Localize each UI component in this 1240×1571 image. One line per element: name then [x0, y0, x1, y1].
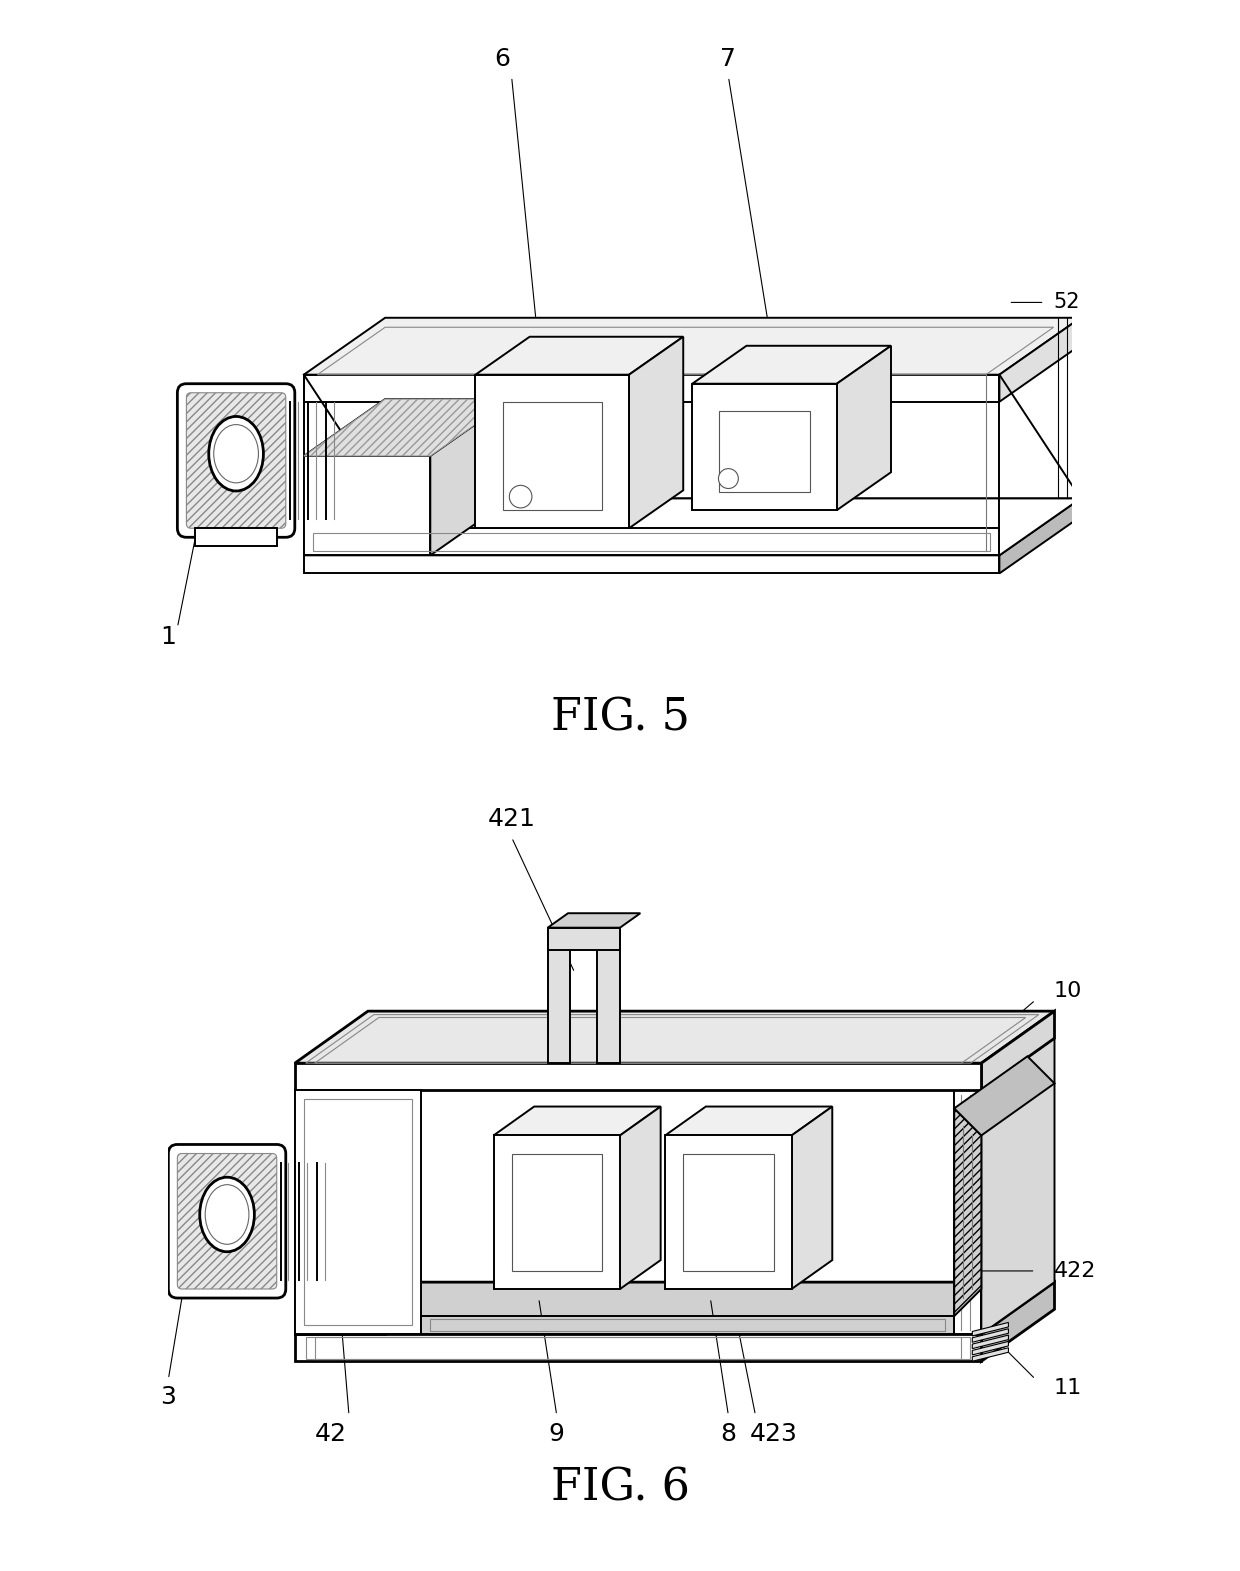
FancyBboxPatch shape: [186, 393, 285, 528]
Polygon shape: [304, 317, 1081, 375]
Text: 52: 52: [1054, 292, 1080, 313]
Text: 42: 42: [315, 1422, 347, 1445]
Polygon shape: [304, 399, 512, 456]
FancyBboxPatch shape: [177, 383, 295, 537]
Polygon shape: [955, 1109, 981, 1316]
Polygon shape: [598, 927, 620, 1064]
Polygon shape: [955, 1056, 1054, 1136]
FancyBboxPatch shape: [177, 1153, 277, 1288]
Polygon shape: [620, 1106, 661, 1288]
Polygon shape: [999, 317, 1081, 402]
Polygon shape: [295, 1012, 1054, 1064]
FancyBboxPatch shape: [169, 1144, 285, 1298]
Polygon shape: [304, 399, 512, 456]
Polygon shape: [304, 556, 999, 573]
Text: FIG. 6: FIG. 6: [551, 1466, 689, 1510]
Polygon shape: [719, 410, 810, 492]
Polygon shape: [981, 1038, 1054, 1334]
Text: 1: 1: [160, 625, 176, 649]
Text: 11: 11: [1054, 1378, 1081, 1398]
Ellipse shape: [208, 416, 263, 492]
Polygon shape: [295, 1334, 981, 1360]
Polygon shape: [475, 336, 683, 375]
Polygon shape: [837, 346, 892, 511]
Polygon shape: [430, 399, 512, 556]
Polygon shape: [295, 1282, 1054, 1334]
Polygon shape: [196, 528, 277, 547]
Polygon shape: [475, 375, 629, 528]
Polygon shape: [494, 1136, 620, 1288]
Polygon shape: [304, 498, 1081, 556]
Polygon shape: [791, 1106, 832, 1288]
Polygon shape: [295, 1090, 422, 1334]
Polygon shape: [683, 1153, 774, 1271]
Polygon shape: [972, 1335, 1008, 1348]
Ellipse shape: [718, 468, 738, 489]
Text: 6: 6: [495, 47, 511, 71]
Polygon shape: [972, 1323, 1008, 1335]
Text: 423: 423: [750, 1422, 797, 1445]
Polygon shape: [692, 383, 837, 511]
Polygon shape: [548, 927, 620, 950]
Text: 421: 421: [487, 807, 536, 831]
Ellipse shape: [200, 1177, 254, 1252]
Polygon shape: [972, 1348, 1008, 1360]
Polygon shape: [665, 1136, 791, 1288]
Polygon shape: [304, 498, 1081, 556]
Polygon shape: [972, 1342, 1008, 1354]
Polygon shape: [692, 346, 892, 383]
Polygon shape: [494, 1106, 661, 1136]
Text: 7: 7: [720, 47, 737, 71]
Polygon shape: [304, 528, 999, 556]
Polygon shape: [999, 498, 1081, 573]
Ellipse shape: [213, 424, 258, 482]
Ellipse shape: [510, 485, 532, 507]
Polygon shape: [665, 1106, 832, 1136]
Polygon shape: [295, 1090, 386, 1334]
Polygon shape: [981, 1282, 1054, 1360]
Text: 10: 10: [1054, 980, 1083, 1001]
Text: 8: 8: [720, 1422, 737, 1445]
Polygon shape: [502, 402, 601, 511]
Ellipse shape: [205, 1185, 249, 1244]
Polygon shape: [548, 927, 570, 1064]
Polygon shape: [304, 375, 999, 402]
Text: 3: 3: [160, 1386, 176, 1409]
Polygon shape: [981, 1012, 1054, 1090]
Text: 9: 9: [549, 1422, 564, 1445]
Polygon shape: [629, 336, 683, 528]
Polygon shape: [422, 1316, 955, 1334]
Text: FIG. 5: FIG. 5: [551, 696, 689, 740]
Polygon shape: [548, 913, 640, 927]
Text: 422: 422: [1054, 1262, 1096, 1280]
Polygon shape: [295, 1064, 981, 1090]
Polygon shape: [955, 1090, 981, 1334]
Polygon shape: [512, 1153, 601, 1271]
Polygon shape: [304, 456, 430, 556]
Polygon shape: [972, 1329, 1008, 1342]
